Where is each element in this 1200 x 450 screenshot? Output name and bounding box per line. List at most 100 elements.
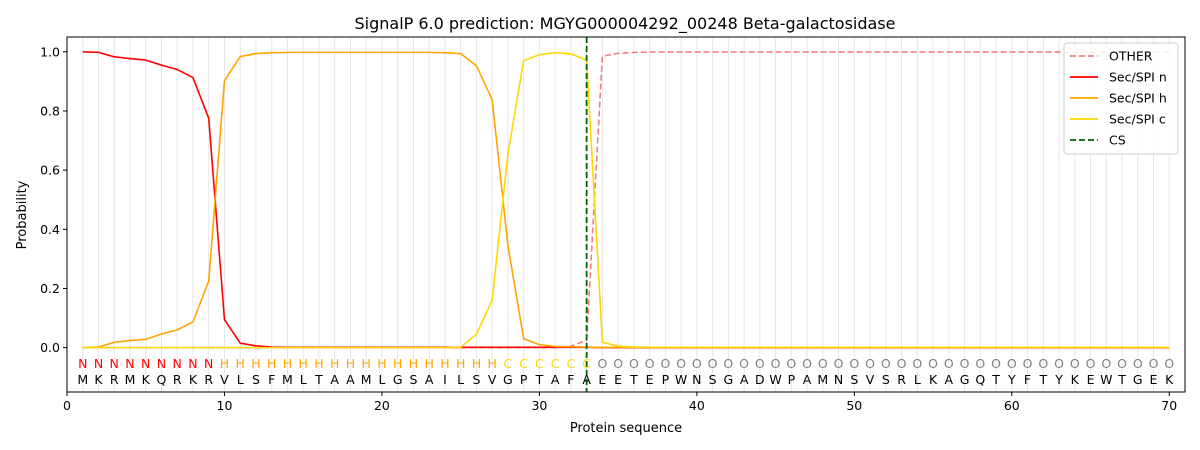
region-label: H [251,356,260,371]
region-label: O [1070,356,1080,371]
legend-label: OTHER [1109,49,1153,64]
region-label: O [1101,356,1111,371]
residue-label: K [1071,372,1080,387]
residue-label: E [1150,372,1158,387]
region-label: O [1054,356,1064,371]
residue-label: T [1038,372,1047,387]
x-tick-label: 10 [217,398,233,413]
residue-label: T [535,372,544,387]
residue-label: F [1024,372,1031,387]
region-label: O [834,356,844,371]
region-label: O [739,356,749,371]
residue-label: V [488,372,497,387]
residue-label: R [897,372,906,387]
residue-label: M [77,372,88,387]
residue-label: M [125,372,136,387]
residue-label: K [929,372,938,387]
residue-label: K [142,372,151,387]
region-label: O [818,356,828,371]
residue-label: T [314,372,323,387]
region-label: O [1149,356,1159,371]
region-label: H [220,356,229,371]
residue-label: D [755,372,765,387]
region-label: O [676,356,686,371]
residue-label: W [675,372,687,387]
region-label: H [267,356,276,371]
legend-label: CS [1109,133,1126,148]
legend-box [1063,42,1179,155]
y-tick-label: 1.0 [40,44,60,59]
grid-lines [82,37,1170,392]
x-tick-label: 0 [63,398,71,413]
residue-label: T [991,372,1000,387]
region-label: H [472,356,481,371]
residue-label: L [378,372,385,387]
legend-label: Sec/SPI n [1109,70,1167,85]
region-label: N [78,356,87,371]
residue-label: S [850,372,858,387]
residue-label: A [425,372,434,387]
region-label: H [283,356,292,371]
residue-label: S [409,372,417,387]
residue-label: N [834,372,843,387]
region-label: O [802,356,812,371]
residue-label: M [361,372,372,387]
x-tick-label: 20 [374,398,390,413]
residue-label: S [709,372,717,387]
region-label: O [645,356,655,371]
region-label: O [692,356,702,371]
legend: OTHER Sec/SPI n Sec/SPI h Sec/SPI c CS [1063,42,1179,155]
plot-frame [66,36,1186,393]
region-label: N [110,356,119,371]
region-label: N [188,356,197,371]
region-label: H [298,356,307,371]
residue-label: I [443,372,447,387]
residue-label: M [282,372,293,387]
residue-label: N [692,372,701,387]
residue-label: R [173,372,182,387]
residue-label: A [346,372,355,387]
region-label: O [708,356,718,371]
series-line-other [82,51,1170,349]
residue-label: W [1100,372,1112,387]
region-label: O [629,356,639,371]
residue-label: R [110,372,119,387]
region-label: C [504,356,513,371]
residue-label: L [237,372,244,387]
region-label: N [141,356,150,371]
region-label: H [236,356,245,371]
region-label: O [1007,356,1017,371]
region-label: O [723,356,733,371]
residue-label: L [300,372,307,387]
residue-label: F [268,372,275,387]
residue-label: L [457,372,464,387]
region-label: H [314,356,323,371]
y-tick-label: 0.6 [40,163,60,178]
residue-label: P [662,372,670,387]
y-tick-label: 0.0 [40,340,60,355]
region-label: H [330,356,339,371]
series-line-sec-spi-n [82,50,1170,349]
region-label: O [975,356,985,371]
region-label: H [377,356,386,371]
x-axis-label: Protein sequence [570,421,682,436]
region-label: H [346,356,355,371]
region-label: O [1117,356,1127,371]
series-line-sec-spi-c [82,51,1170,349]
chart-title: SignalP 6.0 prediction: MGYG000004292_00… [354,14,895,34]
residue-label: A [551,372,560,387]
y-tick-label: 0.8 [40,103,60,118]
region-label: O [865,356,875,371]
y-tick-label: 0.4 [40,222,60,237]
residue-label: S [472,372,480,387]
region-label: C [551,356,560,371]
residue-label: T [629,372,638,387]
region-label: O [960,356,970,371]
residue-label: V [220,372,229,387]
y-axis-label: Probability [15,180,30,249]
residue-label: A [803,372,812,387]
region-label: O [1038,356,1048,371]
residue-label: A [330,372,339,387]
region-label: O [849,356,859,371]
